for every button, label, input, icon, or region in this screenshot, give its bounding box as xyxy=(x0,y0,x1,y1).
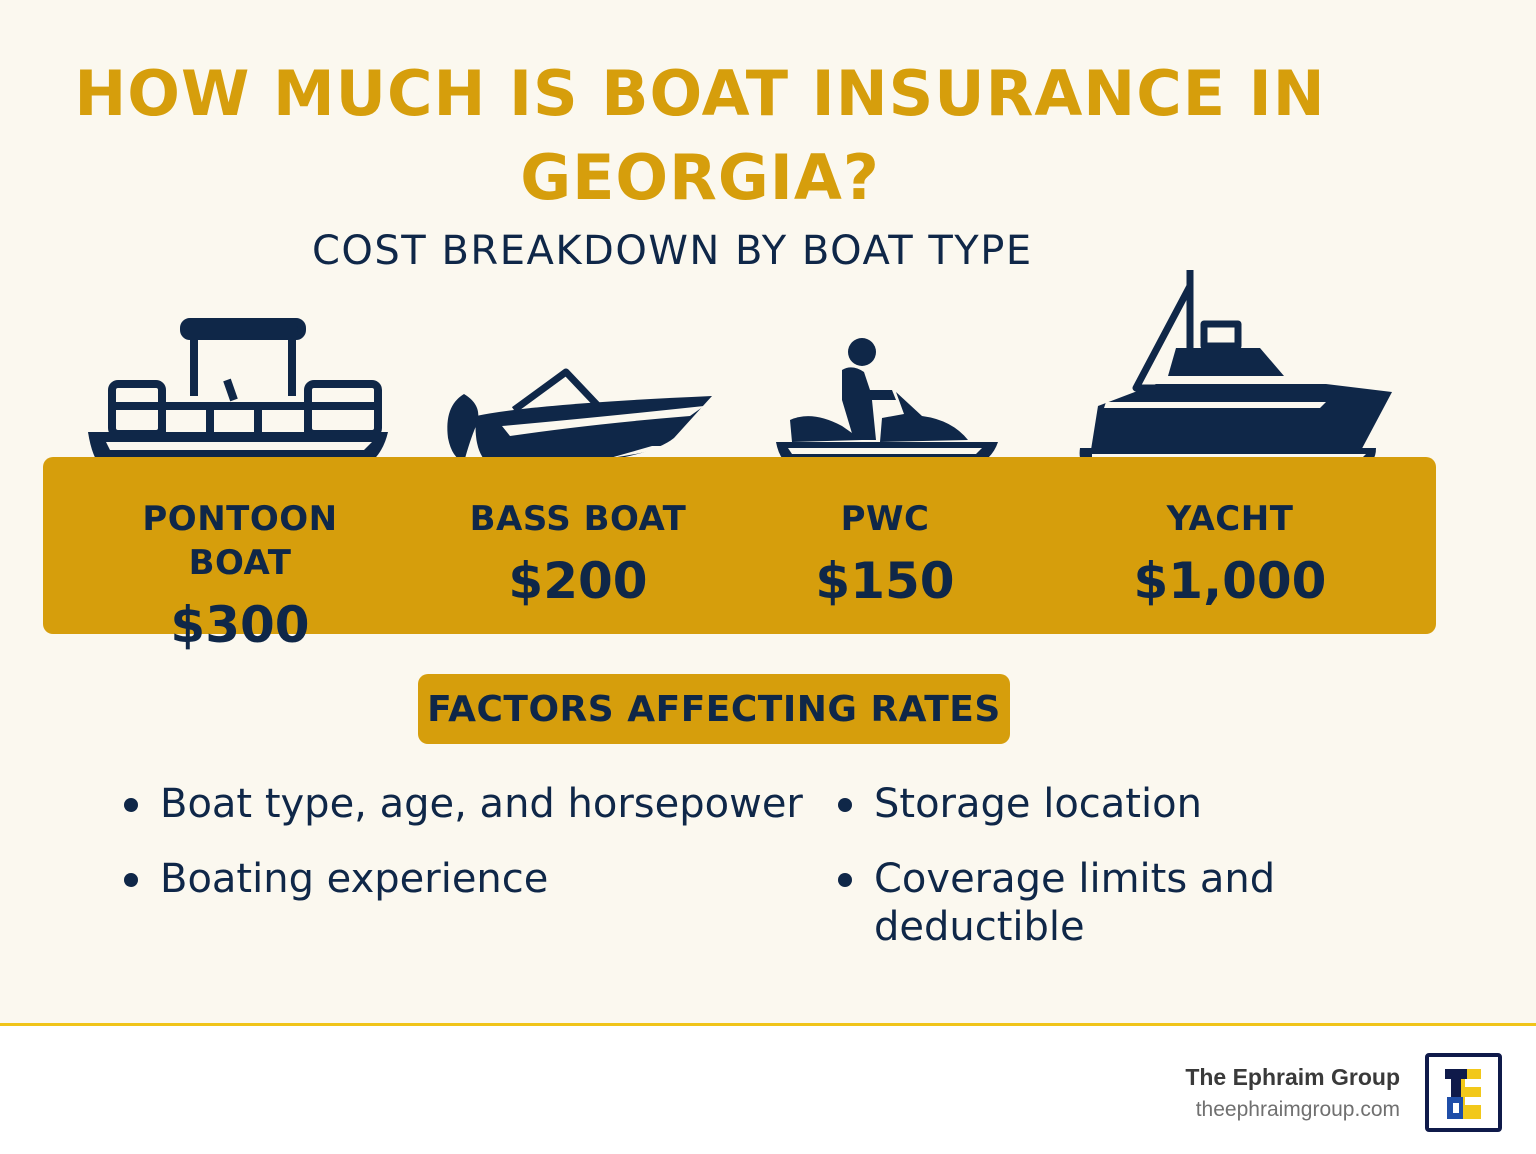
boat-price: $300 xyxy=(170,596,310,654)
boat-item-bass: BASS BOAT $200 xyxy=(458,497,698,613)
boat-price: $200 xyxy=(508,552,648,610)
bullet-icon xyxy=(124,873,138,887)
page-title: HOW MUCH IS BOAT INSURANCE IN GEORGIA? xyxy=(0,52,1400,220)
boat-type-label: PWC xyxy=(840,499,930,539)
boat-type-label: YACHT xyxy=(1166,499,1294,539)
title-line-1: HOW MUCH IS BOAT INSURANCE IN xyxy=(74,57,1326,130)
jet-ski-icon xyxy=(776,338,998,468)
bullet-icon xyxy=(124,798,138,812)
boat-price: $1,000 xyxy=(1133,552,1327,610)
pontoon-boat-icon xyxy=(88,318,388,468)
boat-item-yacht: YACHT $1,000 xyxy=(1100,497,1360,613)
boat-price: $150 xyxy=(815,552,955,610)
boat-item-pontoon: PONTOON BOAT $300 xyxy=(90,497,390,657)
yacht-icon xyxy=(1079,270,1392,466)
title-line-2: GEORGIA? xyxy=(520,141,880,214)
footer xyxy=(0,1026,1536,1154)
price-band xyxy=(43,457,1436,634)
boat-type-label: PONTOON BOAT xyxy=(142,499,338,583)
factors-heading: FACTORS AFFECTING RATES xyxy=(418,674,1010,744)
factor-item: Coverage limits and deductible xyxy=(838,855,1294,951)
bullet-icon xyxy=(838,873,852,887)
brand-url[interactable]: theephraimgroup.com xyxy=(1195,1098,1400,1121)
bullet-icon xyxy=(838,798,852,812)
footer-divider xyxy=(0,1023,1536,1026)
boat-type-label: BASS BOAT xyxy=(469,499,687,539)
bass-boat-icon xyxy=(447,368,712,470)
brand-name: The Ephraim Group xyxy=(1185,1064,1400,1090)
factor-item: Storage location xyxy=(838,780,1202,828)
brand-logo-icon xyxy=(1425,1053,1502,1132)
subtitle: COST BREAKDOWN BY BOAT TYPE xyxy=(312,228,1033,274)
factor-item: Boating experience xyxy=(124,855,548,903)
boat-item-pwc: PWC $150 xyxy=(785,497,985,613)
factor-item: Boat type, age, and horsepower xyxy=(124,780,803,828)
